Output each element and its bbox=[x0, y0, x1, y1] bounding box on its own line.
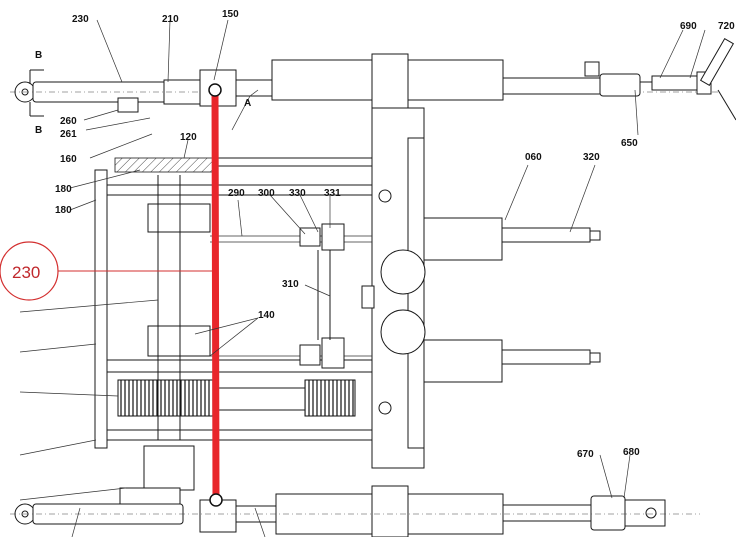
callout-230 bbox=[0, 241, 59, 301]
top-arm bbox=[10, 69, 720, 117]
leader-lines bbox=[19, 19, 706, 537]
label-310: 310 bbox=[282, 279, 299, 290]
callout-label: 230 bbox=[12, 263, 40, 282]
label-180-a: 180 bbox=[55, 184, 72, 195]
label-331: 331 bbox=[324, 188, 341, 199]
label-210: 210 bbox=[162, 14, 179, 25]
main-frame bbox=[94, 107, 426, 469]
label-230: 230 bbox=[72, 14, 89, 25]
middle-cylinder-upper bbox=[210, 217, 601, 261]
label-B-bottom: B bbox=[35, 125, 42, 136]
label-650: 650 bbox=[621, 138, 638, 149]
label-A: A bbox=[244, 98, 251, 109]
label-150: 150 bbox=[222, 9, 239, 20]
label-300: 300 bbox=[258, 188, 275, 199]
label-260: 260 bbox=[60, 116, 77, 127]
label-290: 290 bbox=[228, 188, 245, 199]
middle-cylinder-lower bbox=[210, 337, 601, 383]
label-670: 670 bbox=[577, 449, 594, 460]
label-680: 680 bbox=[623, 447, 640, 458]
link-310 bbox=[317, 250, 331, 340]
label-B-top: B bbox=[35, 50, 42, 61]
label-160: 160 bbox=[60, 154, 77, 165]
label-060: 060 bbox=[525, 152, 542, 163]
bottom-arm bbox=[10, 445, 700, 537]
label-140: 140 bbox=[258, 310, 275, 321]
label-720: 720 bbox=[718, 21, 735, 32]
label-180-b: 180 bbox=[55, 205, 72, 216]
top-cylinder bbox=[199, 38, 736, 121]
label-690: 690 bbox=[680, 21, 697, 32]
part-labels: 230 210 150 690 720 B B A 260 261 160 12… bbox=[12, 9, 735, 460]
label-320: 320 bbox=[583, 152, 600, 163]
label-261: 261 bbox=[60, 129, 77, 140]
label-330: 330 bbox=[289, 188, 306, 199]
gear-racks bbox=[117, 379, 356, 417]
label-120: 120 bbox=[180, 132, 197, 143]
highlighted-rod-230 bbox=[208, 83, 223, 507]
